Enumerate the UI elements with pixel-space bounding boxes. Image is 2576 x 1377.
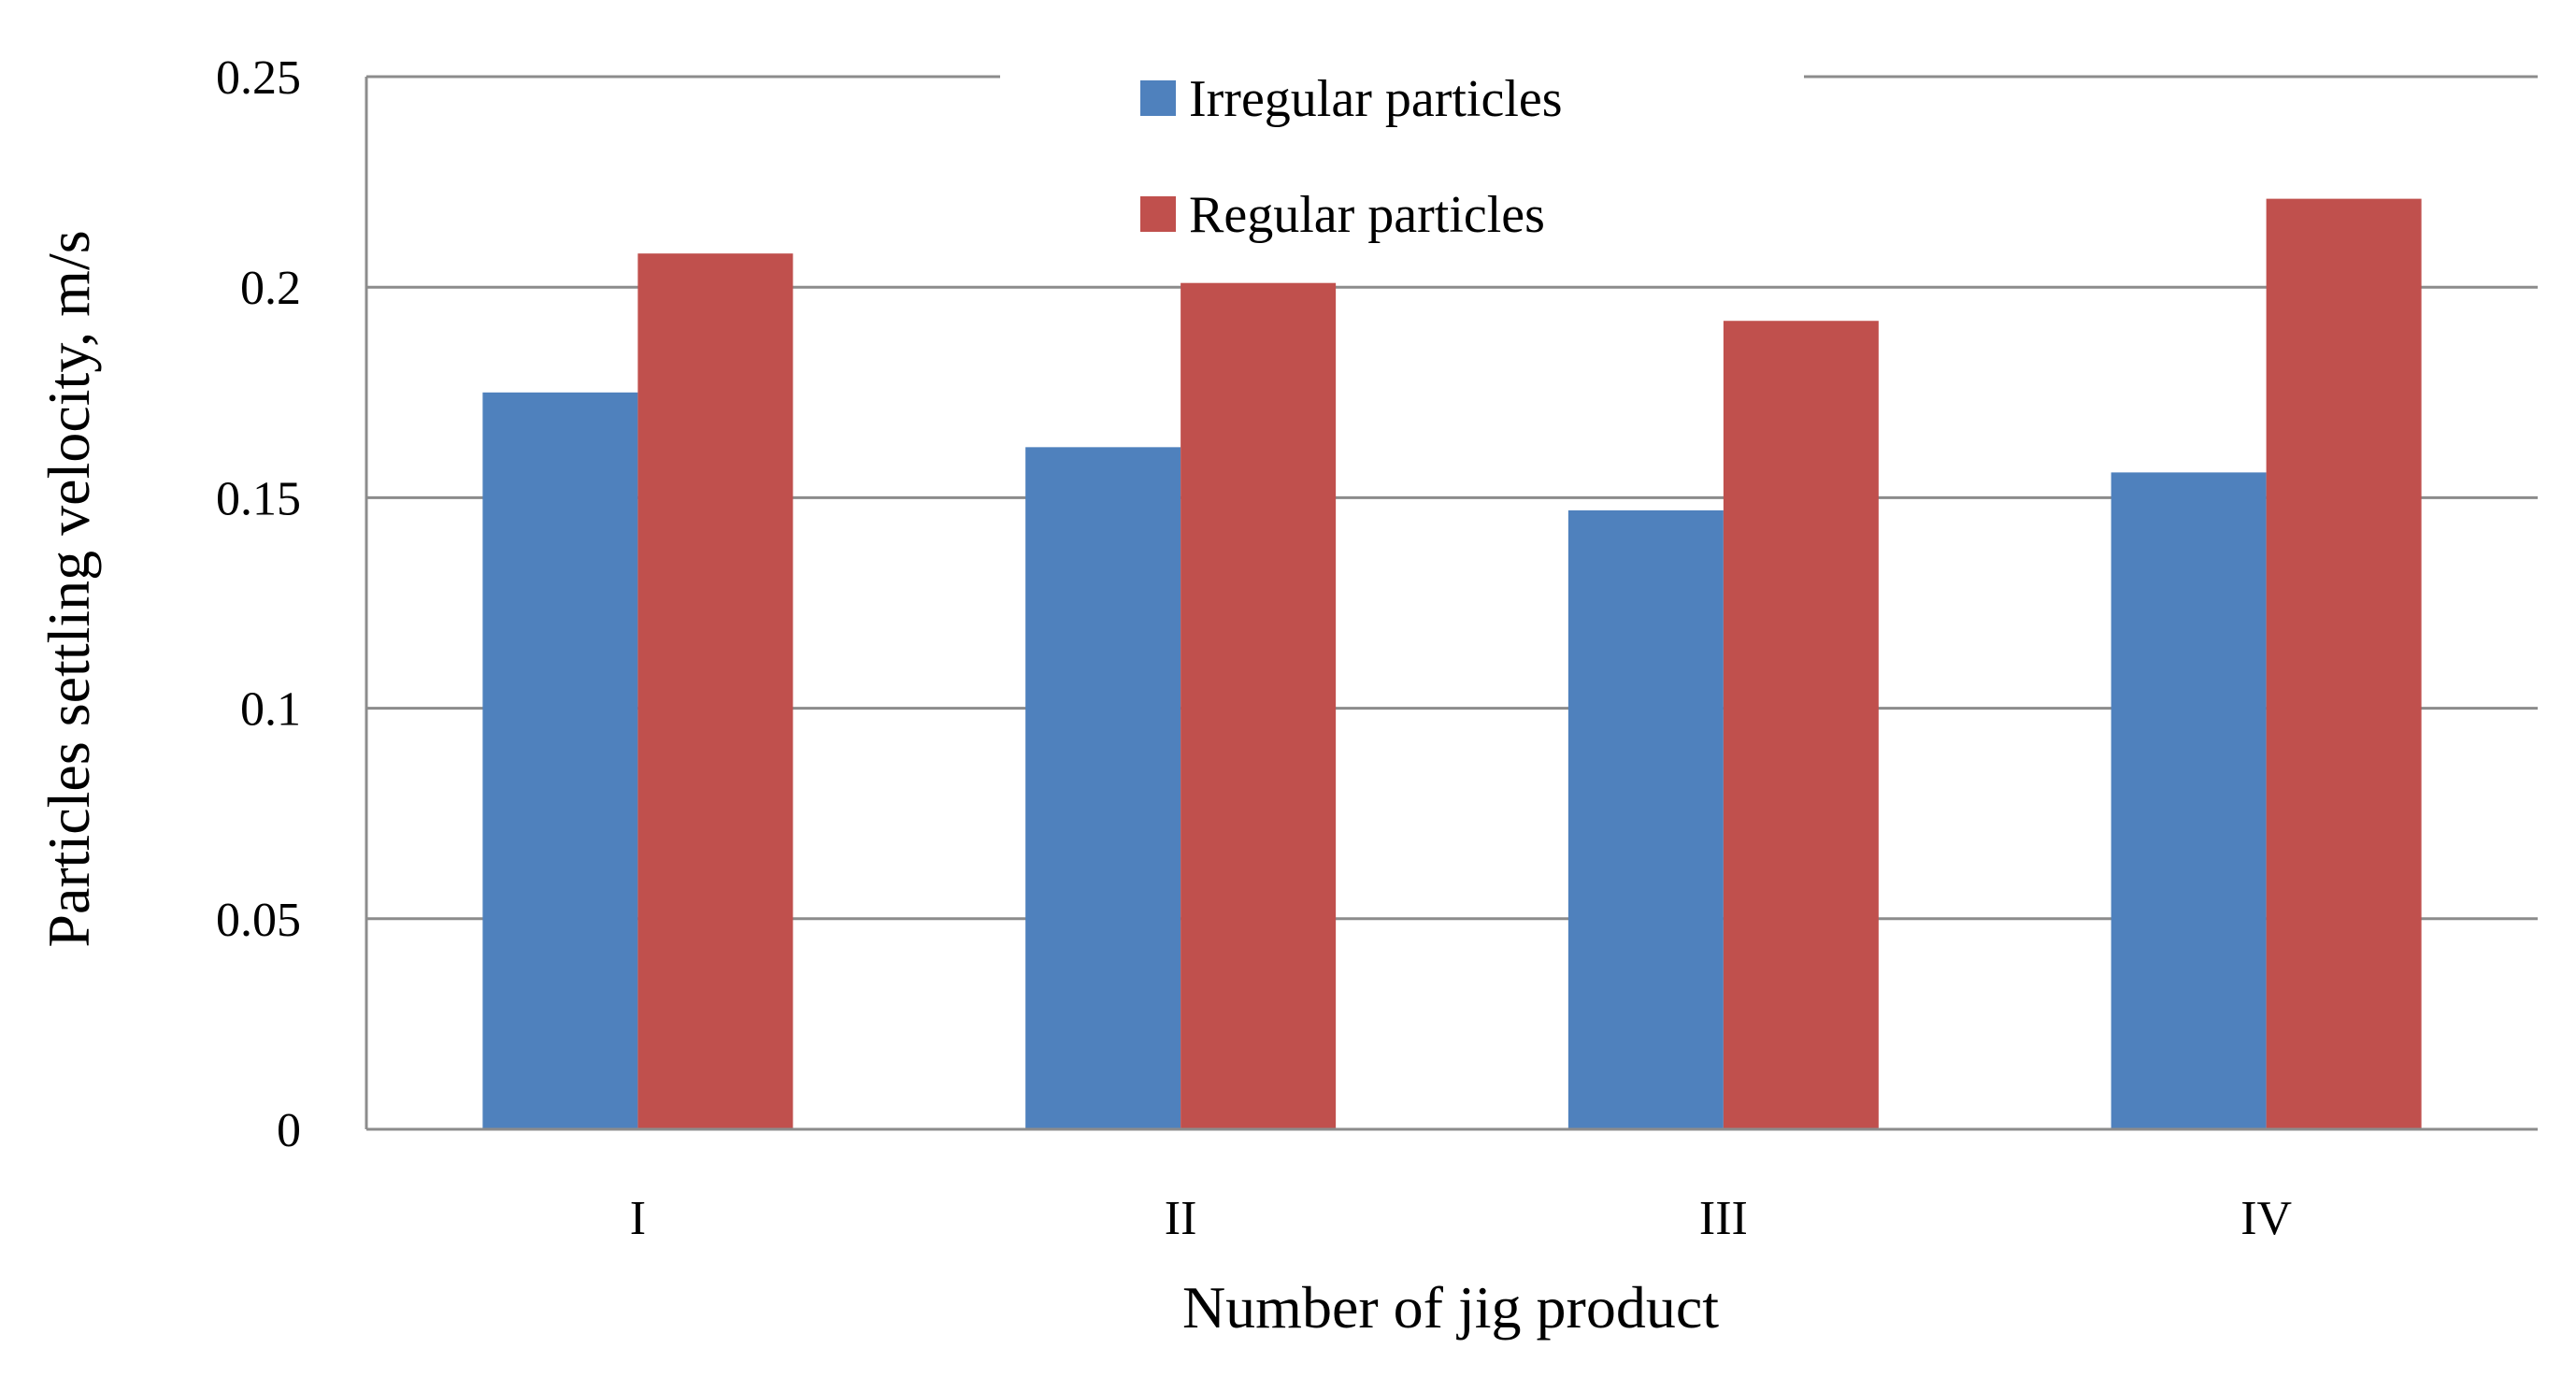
y-tick-label: 0.2 <box>240 262 301 315</box>
y-tick-label: 0 <box>277 1104 301 1157</box>
x-tick-label: I <box>630 1192 646 1245</box>
bar-regular-particles-II <box>1181 282 1337 1129</box>
x-tick-label: II <box>1165 1192 1197 1245</box>
y-axis-title: Particles settling velocity, m/s <box>36 230 102 947</box>
y-tick-label: 0.05 <box>216 894 301 947</box>
bar-irregular-particles-II <box>1025 447 1181 1129</box>
y-tick-label: 0.25 <box>216 51 301 105</box>
bar-regular-particles-I <box>637 253 794 1130</box>
x-tick-labels: I II III IV <box>630 1192 2292 1245</box>
bar-regular-particles-IV <box>2266 198 2422 1130</box>
x-tick-label: III <box>1699 1192 1748 1245</box>
axes <box>365 77 2538 1131</box>
bars <box>482 198 2422 1130</box>
y-tick-label: 0.15 <box>216 472 301 525</box>
bar-irregular-particles-IV <box>2111 472 2267 1130</box>
legend: Irregular particles Regular particles <box>1000 56 1804 271</box>
legend-label-regular-particles: Regular particles <box>1189 186 1545 244</box>
bar-irregular-particles-III <box>1567 509 1724 1129</box>
legend-background <box>1000 56 1804 271</box>
legend-swatch-irregular-particles <box>1140 80 1176 116</box>
legend-label-irregular-particles: Irregular particles <box>1189 70 1563 128</box>
bar-irregular-particles-I <box>482 392 638 1129</box>
legend-swatch-regular-particles <box>1140 196 1176 232</box>
y-tick-label: 0.1 <box>240 683 301 737</box>
x-axis-title: Number of jig product <box>1182 1274 1719 1341</box>
bar-regular-particles-III <box>1723 321 1879 1129</box>
y-tick-labels: 0 0.05 0.1 0.15 0.2 0.25 <box>216 51 301 1157</box>
x-tick-label: IV <box>2240 1192 2292 1245</box>
